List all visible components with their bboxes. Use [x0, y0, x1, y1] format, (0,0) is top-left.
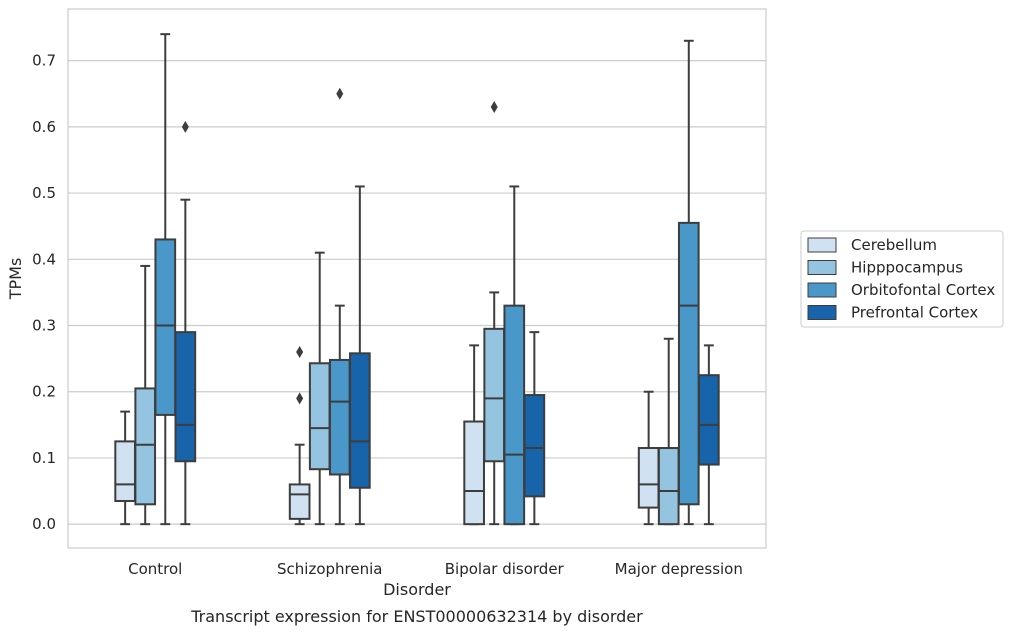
outlier-marker — [296, 392, 304, 405]
box-0-2 — [154, 33, 177, 526]
box-1-1 — [308, 251, 331, 526]
y-tick-labels: 0.0 0.1 0.2 0.3 0.4 0.5 0.6 0.7 — [32, 52, 56, 534]
box-1-0 — [288, 346, 311, 526]
x-tick-label: Schizophrenia — [277, 560, 382, 578]
legend-swatch — [807, 305, 837, 320]
x-tick-label: Bipolar disorder — [445, 560, 565, 578]
box-0-1 — [134, 264, 157, 526]
box-iqr — [523, 394, 546, 498]
x-axis-label: Disorder — [383, 580, 451, 599]
box-iqr — [698, 374, 720, 466]
box-iqr — [463, 420, 485, 526]
box-iqr — [154, 238, 177, 416]
y-tick-label: 0.1 — [32, 449, 56, 467]
y-axis-label: TPMs — [6, 258, 25, 301]
x-tick-labels: Control Schizophrenia Bipolar disorder Majo… — [128, 560, 743, 578]
boxes — [114, 33, 720, 526]
box-iqr — [677, 221, 700, 506]
box-2-0 — [463, 344, 485, 526]
legend-entries: Cerebellum Hipppocampus Orbitofontal Corte… — [807, 236, 995, 322]
box-iqr — [657, 447, 680, 526]
outlier-marker — [490, 101, 498, 113]
legend-label: Cerebellum — [851, 236, 937, 254]
legend-label: Orbitofontal Cortex — [851, 281, 995, 299]
box-3-0 — [637, 390, 660, 526]
legend: Cerebellum Hipppocampus Orbitofontal Corte… — [800, 230, 1004, 328]
chart-caption: Transcript expression for ENST0000063231… — [190, 607, 643, 626]
legend-label: Prefrontal Cortex — [851, 304, 978, 322]
legend-label: Hipppocampus — [851, 259, 963, 277]
y-tick-label: 0.3 — [32, 317, 56, 335]
box-iqr — [349, 352, 371, 489]
y-tick-label: 0.7 — [32, 52, 56, 70]
x-tick-label: Major depression — [615, 560, 743, 578]
box-0-0 — [114, 410, 136, 526]
box-3-3 — [698, 344, 720, 526]
plot-frame — [67, 8, 767, 549]
y-tick-label: 0.6 — [32, 118, 56, 136]
legend-swatch — [807, 237, 837, 253]
y-tick-label: 0.5 — [32, 184, 56, 202]
outlier-marker — [296, 346, 304, 358]
box-1-2 — [328, 87, 351, 526]
legend-swatch — [807, 260, 837, 275]
box-iqr — [503, 304, 526, 526]
box-iqr — [637, 447, 660, 509]
box-2-3 — [523, 331, 546, 526]
box-iqr — [174, 331, 197, 463]
box-2-1 — [483, 101, 506, 526]
legend-frame — [800, 230, 1004, 328]
box-2-2 — [503, 185, 526, 526]
box-iqr — [483, 327, 506, 463]
x-tick-label: Control — [128, 560, 182, 578]
y-tick-label: 0.4 — [32, 250, 56, 268]
y-tick-label: 0.0 — [32, 515, 56, 533]
box-iqr — [308, 362, 331, 471]
outlier-marker — [181, 120, 189, 133]
box-3-2 — [677, 39, 700, 526]
outlier-marker — [336, 87, 344, 100]
box-iqr — [114, 440, 136, 502]
legend-swatch — [807, 282, 837, 298]
box-iqr — [134, 387, 157, 506]
box-0-3 — [174, 120, 197, 526]
box-iqr — [288, 483, 311, 520]
y-tick-label: 0.2 — [32, 383, 56, 401]
box-1-3 — [349, 185, 371, 526]
box-iqr — [328, 358, 351, 476]
box-3-1 — [657, 337, 680, 526]
